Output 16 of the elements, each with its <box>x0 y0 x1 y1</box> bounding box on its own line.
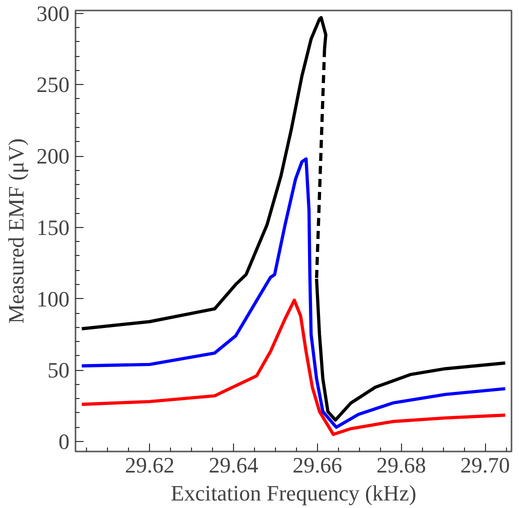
line-series <box>80 157 507 429</box>
x-tick-label: 29.62 <box>124 452 174 478</box>
x-tick-label: 29.64 <box>208 452 258 478</box>
x-tick-label: 29.66 <box>292 452 342 478</box>
y-tick-label: 150 <box>36 214 70 240</box>
y-axis-title: Measured EMF (μV) <box>4 138 28 324</box>
y-tick-label: 300 <box>36 0 70 26</box>
y-tick-label: 200 <box>36 144 70 169</box>
line-series <box>80 298 507 436</box>
y-tick-label: 50 <box>48 358 70 383</box>
x-tick-label: 29.70 <box>460 452 510 478</box>
x-axis-title: Excitation Frequency (kHz) <box>170 480 416 506</box>
y-tick-label: 100 <box>36 286 70 312</box>
y-tick-label: 250 <box>36 72 70 98</box>
y-tick-label: 0 <box>58 429 70 454</box>
x-tick-label: 29.68 <box>376 452 426 478</box>
